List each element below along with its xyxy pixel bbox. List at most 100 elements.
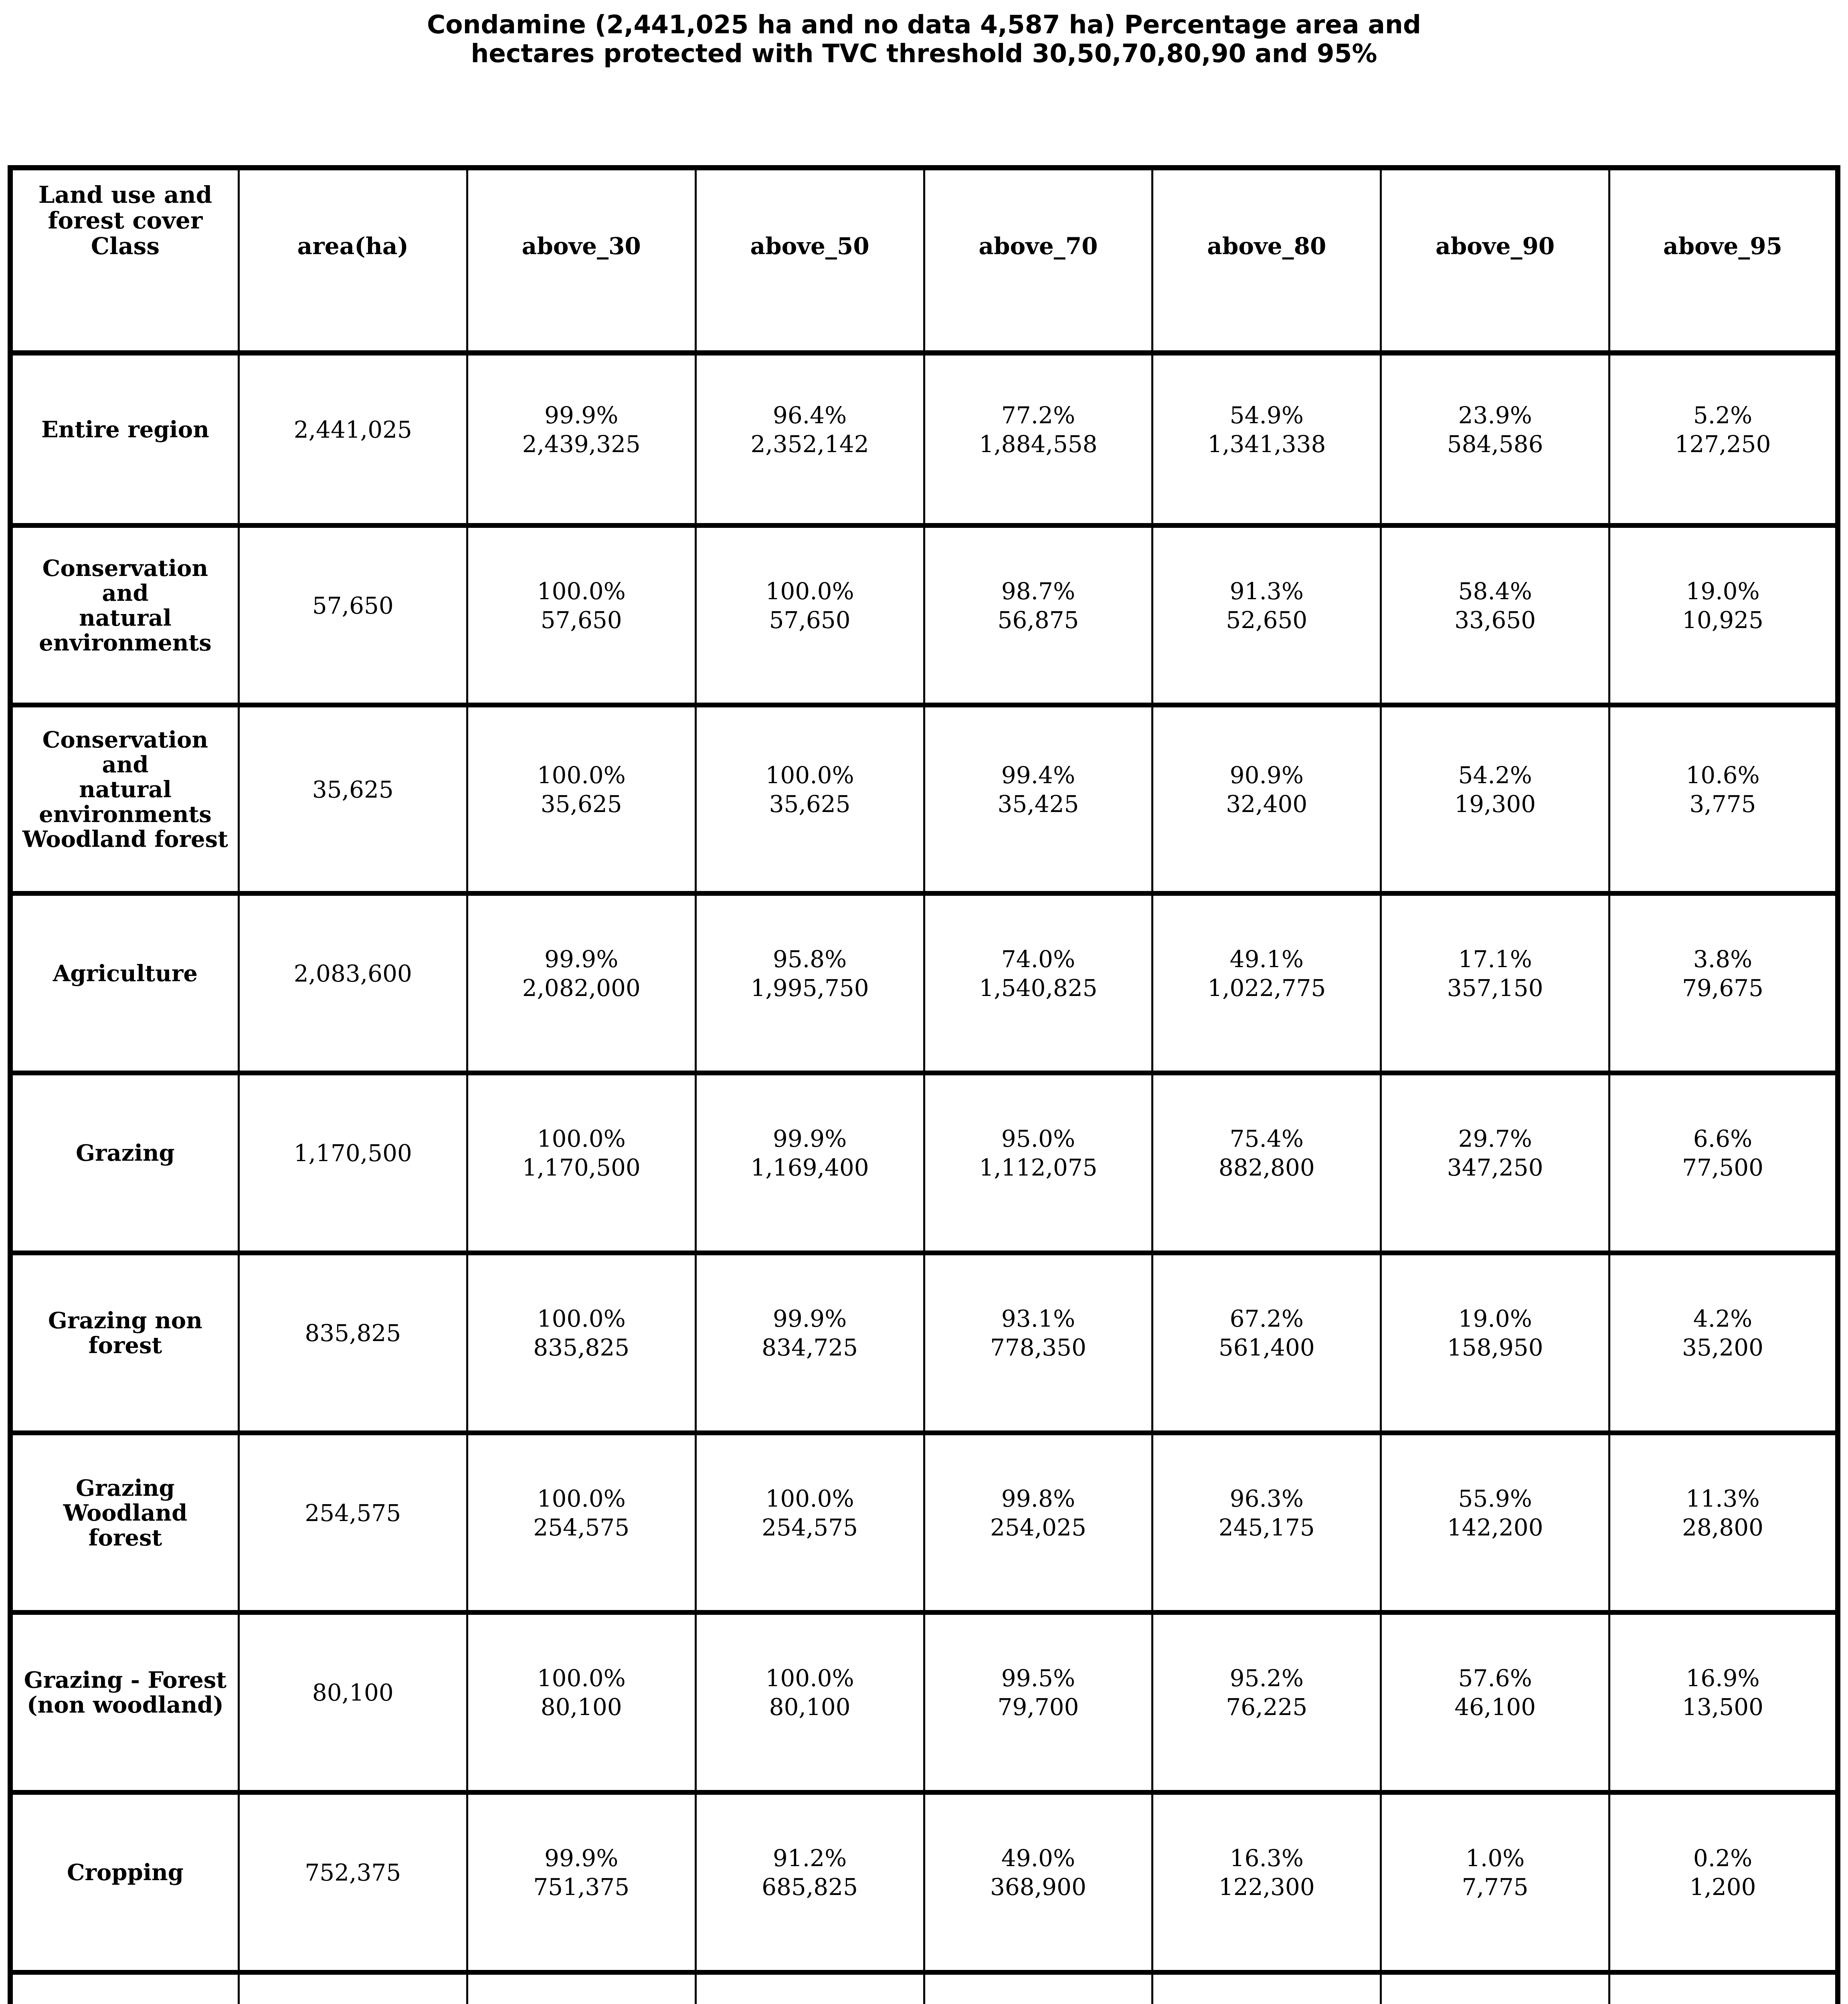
table-body: Entire region 2,441,025 99.9% 2,439,325 96.… [9, 350, 1839, 2004]
column-header: area(ha) [237, 165, 468, 356]
pct-ha-cell: 1.3% 2,075 [1380, 1970, 1611, 2004]
area-value: 80,100 [237, 1610, 468, 1795]
pct-ha-cell: 100.0% 1,170,500 [466, 1070, 697, 1255]
row-label: Grazing - Forest (non woodland) [9, 1610, 240, 1795]
pct-ha-cell: 49.1% 1,022,775 [1151, 891, 1382, 1075]
pct-ha-cell: 99.6% 159,850 [466, 1970, 697, 2004]
table-row: Entire region 2,441,025 99.9% 2,439,325 96.… [9, 350, 1839, 528]
table-row: Irrigation160,45099.6% 159,85087.4% 140,… [9, 1970, 1839, 2004]
pct-ha-cell: 54.2% 19,300 [1380, 702, 1611, 896]
area-value: 835,825 [237, 1250, 468, 1435]
pct-ha-cell: 100.0% 80,100 [466, 1610, 697, 1795]
pct-ha-cell: 1.0% 7,775 [1380, 1790, 1611, 1975]
column-header: above_90 [1380, 165, 1611, 356]
pct-ha-cell: 55.9% 142,200 [1380, 1430, 1611, 1615]
pct-ha-cell: 99.9% 1,169,400 [694, 1070, 925, 1255]
page-title-line1: Condamine (2,441,025 ha and no data 4,58… [427, 10, 1421, 39]
pct-ha-cell: 87.4% 140,275 [694, 1970, 925, 2004]
row-label: Grazing Woodland forest [9, 1430, 240, 1615]
pct-ha-cell: 99.5% 79,700 [923, 1610, 1154, 1795]
column-header: above_95 [1608, 165, 1839, 356]
pct-ha-cell: 95.0% 1,112,075 [923, 1070, 1154, 1255]
pct-ha-cell: 99.8% 254,025 [923, 1430, 1154, 1615]
pct-ha-cell: 57.6% 46,100 [1380, 1610, 1611, 1795]
area-value: 752,375 [237, 1790, 468, 1975]
area-value: 254,575 [237, 1430, 468, 1615]
table-header-row: Land use and forest cover Class area(ha)… [9, 165, 1839, 356]
pct-ha-cell: 100.0% 254,575 [694, 1430, 925, 1615]
row-label: Entire region [9, 350, 240, 528]
pct-ha-cell: 91.3% 52,650 [1151, 523, 1382, 707]
pct-ha-cell: 49.0% 368,900 [923, 1790, 1154, 1975]
pct-ha-cell: 5.2% 127,250 [1608, 350, 1839, 528]
table-row: Agriculture 2,083,600 99.9% 2,082,000 95.8%… [9, 891, 1839, 1075]
pct-ha-cell: 99.9% 751,375 [466, 1790, 697, 1975]
pct-ha-cell: 6.6% 77,500 [1608, 1070, 1839, 1255]
area-value: 57,650 [237, 523, 468, 707]
row-label: Grazing [9, 1070, 240, 1255]
pct-ha-cell: 96.4% 2,352,142 [694, 350, 925, 528]
pct-ha-cell: 67.2% 561,400 [1151, 1250, 1382, 1435]
pct-ha-cell: 74.0% 1,540,825 [923, 891, 1154, 1075]
pct-ha-cell: 37.2% 59,625 [923, 1970, 1154, 2004]
pct-ha-cell: 100.0% 35,625 [466, 702, 697, 896]
pct-ha-cell: 4.2% 35,200 [1608, 1250, 1839, 1435]
pct-ha-cell: 10.9% 17,550 [1151, 1970, 1382, 2004]
area-value: 160,450 [237, 1970, 468, 2004]
pct-ha-cell: 0.2% 1,200 [1608, 1790, 1839, 1975]
area-value: 2,441,025 [237, 350, 468, 528]
pct-ha-cell: 99.9% 2,082,000 [466, 891, 697, 1075]
pct-ha-cell: 95.8% 1,995,750 [694, 891, 925, 1075]
row-label: Grazing non forest [9, 1250, 240, 1435]
table-row: Conservation and natural environments 57,… [9, 523, 1839, 707]
pct-ha-cell: 99.9% 2,439,325 [466, 350, 697, 528]
pct-ha-cell: 90.9% 32,400 [1151, 702, 1382, 896]
pct-ha-cell: 95.2% 76,225 [1151, 1610, 1382, 1795]
pct-ha-cell: 91.2% 685,825 [694, 1790, 925, 1975]
column-header: above_80 [1151, 165, 1382, 356]
pct-ha-cell: 100.0% 80,100 [694, 1610, 925, 1795]
pct-ha-cell: 17.1% 357,150 [1380, 891, 1611, 1075]
pct-ha-cell: 19.0% 158,950 [1380, 1250, 1611, 1435]
table-row: Grazing 1,170,500 100.0% 1,170,500 99.9% 1,… [9, 1070, 1839, 1255]
pct-ha-cell: 93.1% 778,350 [923, 1250, 1154, 1435]
area-value: 1,170,500 [237, 1070, 468, 1255]
pct-ha-cell: 3.8% 79,675 [1608, 891, 1839, 1075]
pct-ha-cell: 100.0% 35,625 [694, 702, 925, 896]
column-header: above_50 [694, 165, 925, 356]
pct-ha-cell: 98.7% 56,875 [923, 523, 1154, 707]
pct-ha-cell: 10.6% 3,775 [1608, 702, 1839, 896]
row-label: Agriculture [9, 891, 240, 1075]
pct-ha-cell: 16.3% 122,300 [1151, 1790, 1382, 1975]
pct-ha-cell: 75.4% 882,800 [1151, 1070, 1382, 1255]
page-title-line2: hectares protected with TVC threshold 30… [471, 39, 1377, 68]
table-row: Conservation and natural environments Wo… [9, 702, 1839, 896]
pct-ha-cell: 99.4% 35,425 [923, 702, 1154, 896]
pct-ha-cell: 23.9% 584,586 [1380, 350, 1611, 528]
row-label: Conservation and natural environments [9, 523, 240, 707]
area-value: 35,625 [237, 702, 468, 896]
column-header: above_70 [923, 165, 1154, 356]
pct-ha-cell: 58.4% 33,650 [1380, 523, 1611, 707]
page-title: Condamine (2,441,025 ha and no data 4,58… [0, 0, 1848, 68]
pct-ha-cell: 100.0% 835,825 [466, 1250, 697, 1435]
pct-ha-cell: 100.0% 254,575 [466, 1430, 697, 1615]
pct-ha-cell: 77.2% 1,884,558 [923, 350, 1154, 528]
row-header-label: Land use and forest cover Class [9, 165, 240, 356]
table-row: Grazing Woodland forest 254,575 100.0% 254… [9, 1430, 1839, 1615]
pct-ha-cell: 54.9% 1,341,338 [1151, 350, 1382, 528]
row-label: Cropping [9, 1790, 240, 1975]
row-label: Conservation and natural environments Wo… [9, 702, 240, 896]
pct-ha-cell: 100.0% 57,650 [466, 523, 697, 707]
pct-ha-cell: 11.3% 28,800 [1608, 1430, 1839, 1615]
pct-ha-cell: 29.7% 347,250 [1380, 1070, 1611, 1255]
pct-ha-cell: 100.0% 57,650 [694, 523, 925, 707]
table-row: Grazing non forest 835,825 100.0% 835,825 9… [9, 1250, 1839, 1435]
area-value: 2,083,600 [237, 891, 468, 1075]
column-header: above_30 [466, 165, 697, 356]
pct-ha-cell: 0.6% 950 [1608, 1970, 1839, 2004]
row-label: Irrigation [9, 1970, 240, 2004]
pct-ha-cell: 96.3% 245,175 [1151, 1430, 1382, 1615]
landuse-protection-table: Land use and forest cover Class area(ha)… [8, 165, 1840, 2004]
